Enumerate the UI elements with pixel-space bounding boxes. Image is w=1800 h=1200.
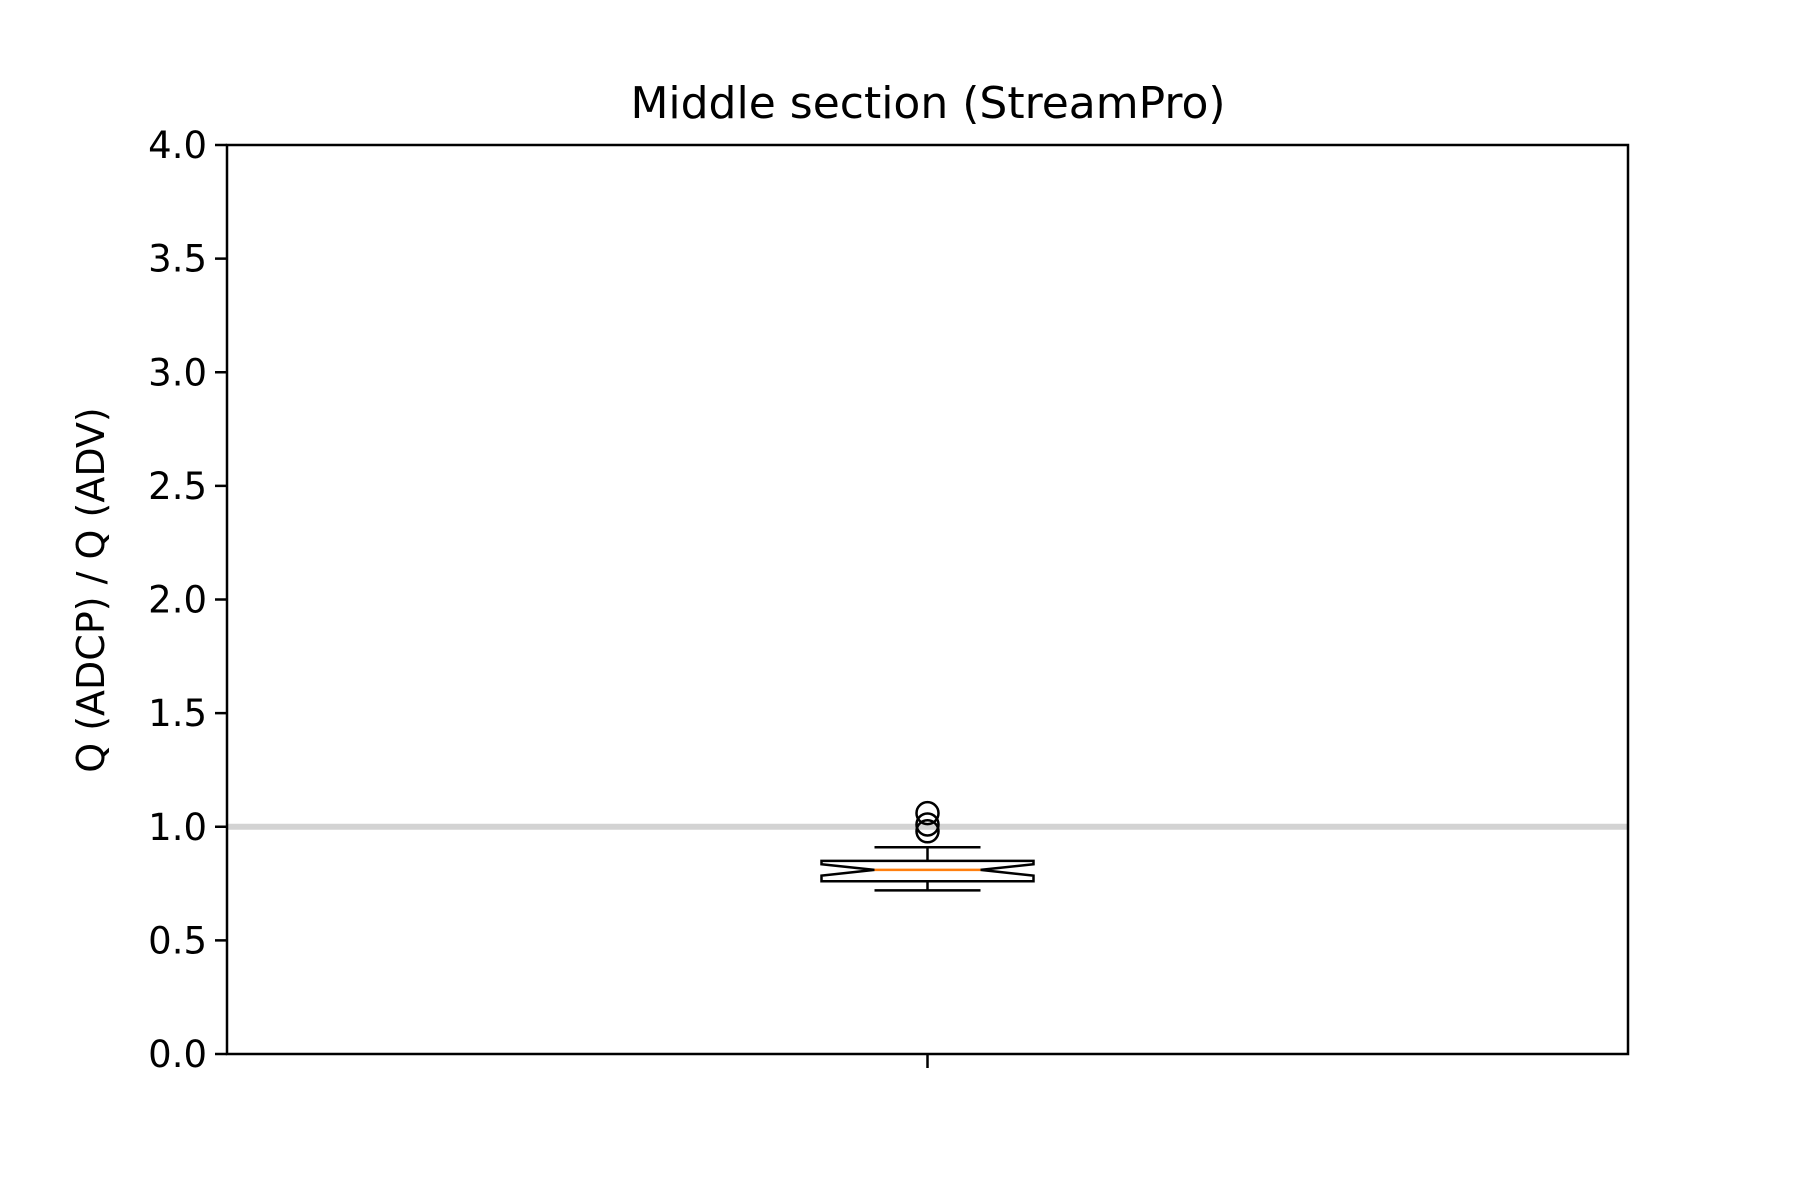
outlier-point xyxy=(915,812,940,837)
y-tick-label: 0.5 xyxy=(148,919,207,962)
plot-area: 0.0 0.5 1.0 1.5 2.0 2.5 3.0 3.5 4.0 xyxy=(148,124,1630,1076)
y-tick-label: 2.5 xyxy=(148,465,207,508)
outlier-point xyxy=(915,800,940,826)
y-tick-label: 4.0 xyxy=(148,124,207,167)
y-tick-label: 0.0 xyxy=(148,1033,207,1076)
y-tick-label: 2.0 xyxy=(148,579,207,622)
y-axis-label: Q (ADCP) / Q (ADV) xyxy=(69,407,113,773)
box-body xyxy=(820,859,1035,883)
y-tick-label: 1.5 xyxy=(148,692,207,735)
y-tick-label: 1.0 xyxy=(148,806,207,849)
outlier-point xyxy=(915,819,940,844)
chart-title: Middle section (StreamPro) xyxy=(630,78,1225,129)
y-tick-label: 3.0 xyxy=(148,351,207,394)
y-tick-label: 3.5 xyxy=(148,238,207,281)
axes-frame xyxy=(225,143,1630,1056)
